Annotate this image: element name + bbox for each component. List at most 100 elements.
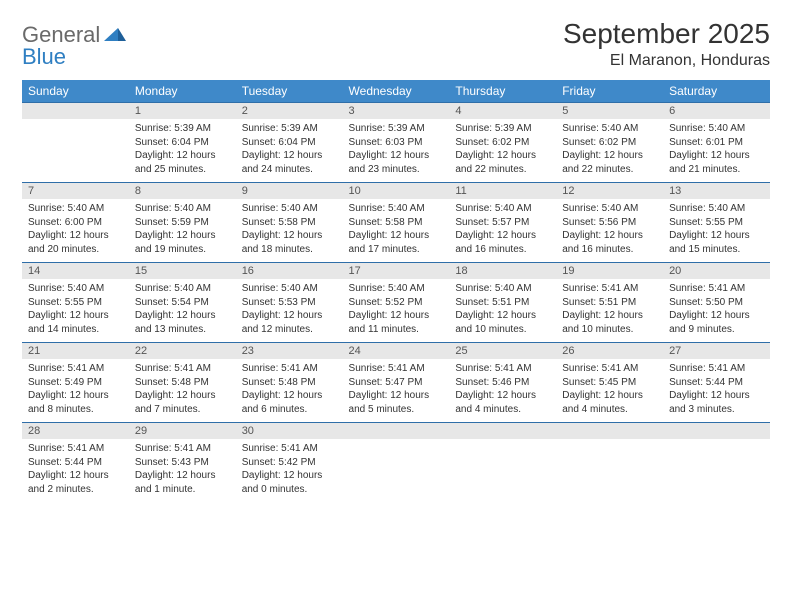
sunrise-text: Sunrise: 5:40 AM <box>28 202 123 216</box>
day-number-cell: 9 <box>236 183 343 200</box>
day-content-cell <box>556 439 663 502</box>
sunrise-text: Sunrise: 5:40 AM <box>349 202 444 216</box>
daylight-text: Daylight: 12 hours and 11 minutes. <box>349 309 444 336</box>
sunrise-text: Sunrise: 5:40 AM <box>349 282 444 296</box>
day-number-cell: 21 <box>22 343 129 360</box>
daylight-text: Daylight: 12 hours and 10 minutes. <box>562 309 657 336</box>
day-number-cell: 10 <box>343 183 450 200</box>
day-content-cell: Sunrise: 5:40 AMSunset: 5:58 PMDaylight:… <box>343 199 450 263</box>
daylight-text: Daylight: 12 hours and 21 minutes. <box>669 149 764 176</box>
sunrise-text: Sunrise: 5:39 AM <box>135 122 230 136</box>
day-content-cell: Sunrise: 5:40 AMSunset: 6:01 PMDaylight:… <box>663 119 770 183</box>
day-number-cell: 17 <box>343 263 450 280</box>
day-number-cell: 6 <box>663 103 770 120</box>
day-number-cell: 20 <box>663 263 770 280</box>
sunset-text: Sunset: 6:04 PM <box>242 136 337 150</box>
sunrise-text: Sunrise: 5:41 AM <box>28 442 123 456</box>
weekday-header: Thursday <box>449 80 556 103</box>
sunset-text: Sunset: 5:48 PM <box>242 376 337 390</box>
sunrise-text: Sunrise: 5:40 AM <box>28 282 123 296</box>
daylight-text: Daylight: 12 hours and 1 minute. <box>135 469 230 496</box>
sunset-text: Sunset: 5:48 PM <box>135 376 230 390</box>
sunrise-text: Sunrise: 5:39 AM <box>349 122 444 136</box>
day-content-cell: Sunrise: 5:40 AMSunset: 5:55 PMDaylight:… <box>22 279 129 343</box>
sunset-text: Sunset: 6:02 PM <box>455 136 550 150</box>
sunset-text: Sunset: 5:51 PM <box>455 296 550 310</box>
day-content-cell: Sunrise: 5:41 AMSunset: 5:51 PMDaylight:… <box>556 279 663 343</box>
daynum-row: 78910111213 <box>22 183 770 200</box>
title-block: September 2025 El Maranon, Honduras <box>563 18 770 70</box>
content-row: Sunrise: 5:41 AMSunset: 5:49 PMDaylight:… <box>22 359 770 423</box>
day-content-cell: Sunrise: 5:39 AMSunset: 6:04 PMDaylight:… <box>129 119 236 183</box>
sunset-text: Sunset: 5:50 PM <box>669 296 764 310</box>
daylight-text: Daylight: 12 hours and 20 minutes. <box>28 229 123 256</box>
daylight-text: Daylight: 12 hours and 17 minutes. <box>349 229 444 256</box>
day-number-cell: 13 <box>663 183 770 200</box>
sunrise-text: Sunrise: 5:40 AM <box>135 282 230 296</box>
day-content-cell: Sunrise: 5:40 AMSunset: 6:00 PMDaylight:… <box>22 199 129 263</box>
daylight-text: Daylight: 12 hours and 6 minutes. <box>242 389 337 416</box>
sunset-text: Sunset: 5:55 PM <box>28 296 123 310</box>
day-number-cell: 26 <box>556 343 663 360</box>
daynum-row: 14151617181920 <box>22 263 770 280</box>
sunrise-text: Sunrise: 5:41 AM <box>455 362 550 376</box>
sunset-text: Sunset: 6:03 PM <box>349 136 444 150</box>
daylight-text: Daylight: 12 hours and 0 minutes. <box>242 469 337 496</box>
daynum-row: 123456 <box>22 103 770 120</box>
content-row: Sunrise: 5:39 AM Sunset: 6:04 PM Daylight:… <box>22 119 770 183</box>
day-content-cell: Sunrise: 5:40 AMSunset: 5:54 PMDaylight:… <box>129 279 236 343</box>
day-content-cell: Sunrise: 5:41 AMSunset: 5:44 PMDaylight:… <box>22 439 129 502</box>
day-content-cell: Sunrise: 5:41 AMSunset: 5:46 PMDaylight:… <box>449 359 556 423</box>
day-content-cell: Sunrise: 5:41 AMSunset: 5:48 PMDaylight:… <box>129 359 236 423</box>
day-content-cell: Sunrise: 5:41 AMSunset: 5:50 PMDaylight:… <box>663 279 770 343</box>
sunrise-text: Sunrise: 5:41 AM <box>242 442 337 456</box>
location: El Maranon, Honduras <box>563 52 770 70</box>
content-row: Sunrise: 5:40 AMSunset: 5:55 PMDaylight:… <box>22 279 770 343</box>
day-content-cell: Sunrise: 5:39 AMSunset: 6:03 PMDaylight:… <box>343 119 450 183</box>
header: General September 2025 El Maranon, Hondu… <box>22 18 770 70</box>
weekday-header: Friday <box>556 80 663 103</box>
sunrise-text: Sunrise: 5:40 AM <box>135 202 230 216</box>
content-row: Sunrise: 5:41 AMSunset: 5:44 PMDaylight:… <box>22 439 770 502</box>
sunrise-text: Sunrise: 5:40 AM <box>242 202 337 216</box>
sunset-text: Sunset: 6:00 PM <box>28 216 123 230</box>
day-content-cell <box>343 439 450 502</box>
day-number-cell: 24 <box>343 343 450 360</box>
day-number-cell: 11 <box>449 183 556 200</box>
day-content-cell: Sunrise: 5:41 AMSunset: 5:48 PMDaylight:… <box>236 359 343 423</box>
day-content-cell: Sunrise: 5:40 AMSunset: 5:52 PMDaylight:… <box>343 279 450 343</box>
day-number-cell: 7 <box>22 183 129 200</box>
day-content-cell <box>449 439 556 502</box>
sunrise-text: Sunrise: 5:41 AM <box>28 362 123 376</box>
day-number-cell: 2 <box>236 103 343 120</box>
weekday-header: Tuesday <box>236 80 343 103</box>
sunset-text: Sunset: 5:42 PM <box>242 456 337 470</box>
sunrise-text: Sunrise: 5:41 AM <box>562 362 657 376</box>
day-content-cell: Sunrise: 5:40 AMSunset: 6:02 PMDaylight:… <box>556 119 663 183</box>
day-number-cell: 1 <box>129 103 236 120</box>
daylight-text: Daylight: 12 hours and 14 minutes. <box>28 309 123 336</box>
sunrise-text: Sunrise: 5:40 AM <box>562 122 657 136</box>
sunset-text: Sunset: 5:51 PM <box>562 296 657 310</box>
sunrise-text: Sunrise: 5:40 AM <box>242 282 337 296</box>
day-number-cell: 22 <box>129 343 236 360</box>
day-number-cell: 25 <box>449 343 556 360</box>
day-number-cell: 15 <box>129 263 236 280</box>
sunrise-text: Sunrise: 5:40 AM <box>669 202 764 216</box>
logo-triangle-icon <box>104 25 126 46</box>
weekday-header-row: Sunday Monday Tuesday Wednesday Thursday… <box>22 80 770 103</box>
daylight-text: Daylight: 12 hours and 8 minutes. <box>28 389 123 416</box>
sunset-text: Sunset: 5:56 PM <box>562 216 657 230</box>
sunset-text: Sunset: 6:01 PM <box>669 136 764 150</box>
daylight-text: Daylight: 12 hours and 7 minutes. <box>135 389 230 416</box>
content-row: Sunrise: 5:40 AMSunset: 6:00 PMDaylight:… <box>22 199 770 263</box>
daylight-text: Daylight: 12 hours and 25 minutes. <box>135 149 230 176</box>
day-number-cell <box>343 423 450 440</box>
day-content-cell: Sunrise: 5:41 AMSunset: 5:43 PMDaylight:… <box>129 439 236 502</box>
day-number-cell: 28 <box>22 423 129 440</box>
weekday-header: Wednesday <box>343 80 450 103</box>
daylight-text: Daylight: 12 hours and 16 minutes. <box>455 229 550 256</box>
sunset-text: Sunset: 5:54 PM <box>135 296 230 310</box>
day-content-cell: Sunrise: 5:40 AMSunset: 5:59 PMDaylight:… <box>129 199 236 263</box>
day-number-cell: 16 <box>236 263 343 280</box>
